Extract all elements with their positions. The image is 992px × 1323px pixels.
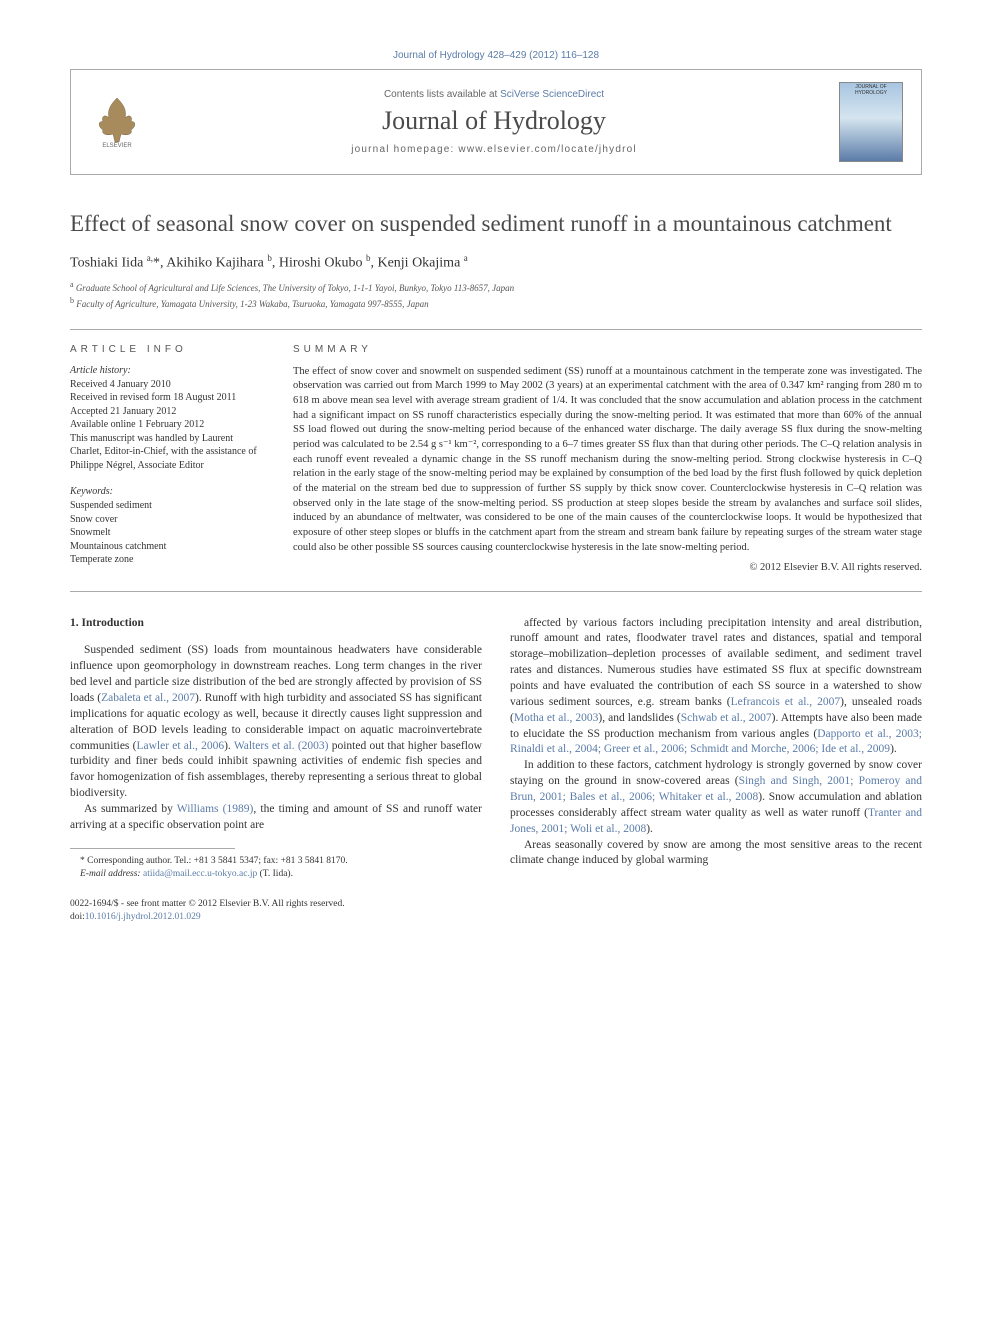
keyword-item: Snow cover: [70, 513, 265, 527]
keyword-item: Snowmelt: [70, 526, 265, 540]
history-list: Received 4 January 2010Received in revis…: [70, 378, 265, 473]
history-item: Accepted 21 January 2012: [70, 405, 265, 419]
keyword-item: Mountainous catchment: [70, 540, 265, 554]
history-item: Received 4 January 2010: [70, 378, 265, 392]
corresponding-email-link[interactable]: atiida@mail.ecc.u-tokyo.ac.jp: [143, 869, 257, 879]
email-suffix: (T. Iida).: [260, 869, 293, 879]
publisher-logo: ELSEVIER: [89, 92, 149, 152]
summary-heading: summary: [293, 344, 922, 355]
journal-reference: Journal of Hydrology 428–429 (2012) 116–…: [70, 50, 922, 61]
summary-column: summary The effect of snow cover and sno…: [293, 344, 922, 573]
issn-line: 0022-1694/$ - see front matter © 2012 El…: [70, 898, 482, 911]
rule-bottom: [70, 591, 922, 592]
journal-cover-thumbnail: JOURNAL OF HYDROLOGY: [839, 82, 903, 162]
affiliations: a Graduate School of Agricultural and Li…: [70, 279, 922, 310]
body-paragraph: Areas seasonally covered by snow are amo…: [510, 838, 922, 870]
cover-label: JOURNAL OF HYDROLOGY: [842, 85, 900, 96]
summary-text: The effect of snow cover and snowmelt on…: [293, 365, 922, 556]
article-info-heading: article info: [70, 344, 265, 355]
body-columns: 1. Introduction Suspended sediment (SS) …: [70, 616, 922, 924]
article-info-column: article info Article history: Received 4…: [70, 344, 265, 573]
elsevier-tree-icon: ELSEVIER: [89, 92, 145, 148]
journal-title: Journal of Hydrology: [149, 106, 839, 136]
journal-header: ELSEVIER Contents lists available at Sci…: [70, 69, 922, 175]
summary-copyright: © 2012 Elsevier B.V. All rights reserved…: [293, 562, 922, 573]
email-label: E-mail address:: [80, 869, 141, 879]
doi-prefix: doi:: [70, 912, 85, 922]
right-paragraphs: affected by various factors including pr…: [510, 616, 922, 870]
body-paragraph: affected by various factors including pr…: [510, 616, 922, 759]
body-paragraph: In addition to these factors, catchment …: [510, 758, 922, 837]
doi-link[interactable]: 10.1016/j.jhydrol.2012.01.029: [85, 912, 201, 922]
introduction-heading: 1. Introduction: [70, 616, 482, 632]
body-paragraph: Suspended sediment (SS) loads from mount…: [70, 643, 482, 802]
journal-homepage: journal homepage: www.elsevier.com/locat…: [149, 144, 839, 155]
article-title: Effect of seasonal snow cover on suspend…: [70, 210, 922, 239]
history-item: Available online 1 February 2012: [70, 418, 265, 432]
left-paragraphs: Suspended sediment (SS) loads from mount…: [70, 643, 482, 833]
contents-lists-line: Contents lists available at SciVerse Sci…: [149, 89, 839, 100]
keywords-label: Keywords:: [70, 486, 265, 497]
history-item: This manuscript was handled by Laurent C…: [70, 432, 265, 473]
keyword-item: Temperate zone: [70, 553, 265, 567]
footnote-separator: [70, 848, 235, 849]
keywords-list: Suspended sedimentSnow coverSnowmeltMoun…: [70, 499, 265, 567]
email-footnote: E-mail address: atiida@mail.ecc.u-tokyo.…: [70, 868, 482, 881]
contents-prefix: Contents lists available at: [384, 89, 500, 100]
doi-line: doi:10.1016/j.jhydrol.2012.01.029: [70, 911, 482, 924]
svg-text:ELSEVIER: ELSEVIER: [102, 143, 132, 148]
affiliation-item: b Faculty of Agriculture, Yamagata Unive…: [70, 295, 922, 311]
body-right-column: affected by various factors including pr…: [510, 616, 922, 924]
body-paragraph: As summarized by Williams (1989), the ti…: [70, 802, 482, 834]
info-summary-row: article info Article history: Received 4…: [70, 330, 922, 591]
corresponding-footnote: * Corresponding author. Tel.: +81 3 5841…: [70, 855, 482, 868]
history-label: Article history:: [70, 365, 265, 376]
keyword-item: Suspended sediment: [70, 499, 265, 513]
bottom-publication-info: 0022-1694/$ - see front matter © 2012 El…: [70, 898, 482, 924]
header-center: Contents lists available at SciVerse Sci…: [149, 89, 839, 155]
history-item: Received in revised form 18 August 2011: [70, 391, 265, 405]
homepage-prefix: journal homepage:: [351, 144, 458, 155]
body-left-column: 1. Introduction Suspended sediment (SS) …: [70, 616, 482, 924]
homepage-url[interactable]: www.elsevier.com/locate/jhydrol: [458, 144, 636, 155]
sciencedirect-link[interactable]: SciVerse ScienceDirect: [500, 89, 604, 100]
affiliation-item: a Graduate School of Agricultural and Li…: [70, 279, 922, 295]
authors-line: Toshiaki Iida a,*, Akihiko Kajihara b, H…: [70, 253, 922, 272]
